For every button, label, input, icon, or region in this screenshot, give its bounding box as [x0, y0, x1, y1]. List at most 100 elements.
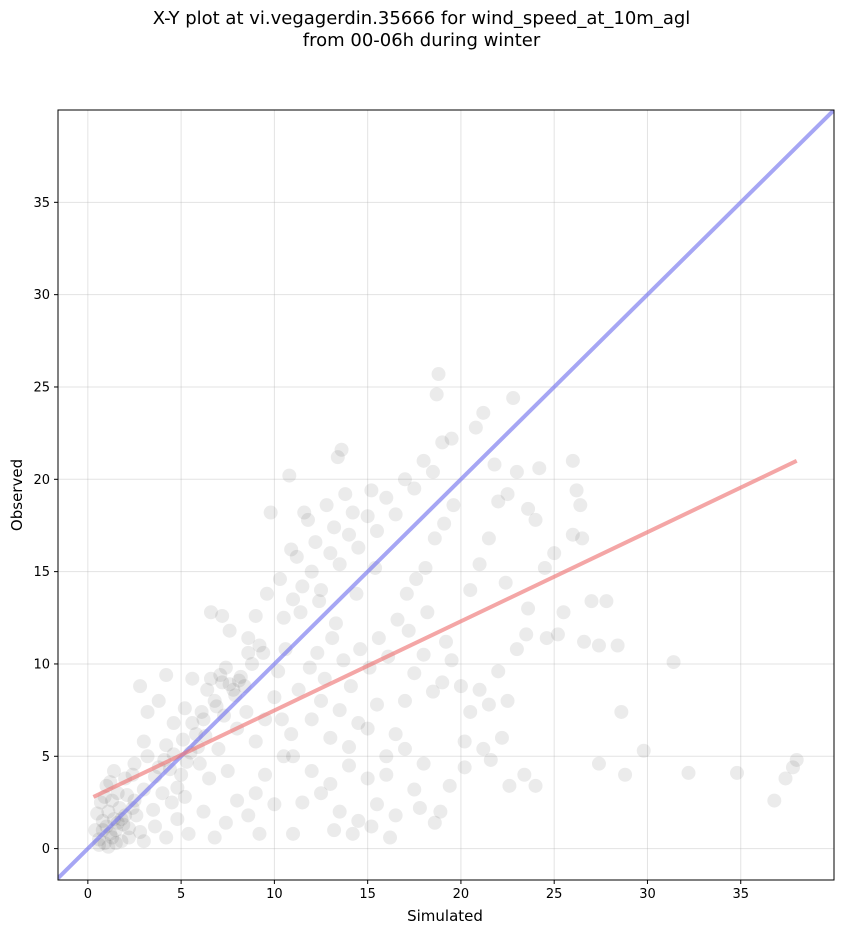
scatter-point: [314, 693, 329, 708]
scatter-point: [610, 638, 625, 653]
scatter-point: [360, 721, 375, 736]
scatter-point: [215, 608, 230, 623]
scatter-point: [388, 808, 403, 823]
scatter-point: [789, 752, 804, 767]
scatter-point: [200, 682, 215, 697]
scatter-point: [177, 701, 192, 716]
x-tick-label: 10: [266, 887, 283, 902]
scatter-point: [304, 564, 319, 579]
scatter-point: [248, 786, 263, 801]
chart-title: X-Y plot at vi.vegagerdin.35666 for wind…: [0, 8, 843, 52]
y-tick-label: 30: [33, 288, 50, 303]
scatter-point: [425, 684, 440, 699]
scatter-point: [241, 631, 256, 646]
scatter-point: [332, 804, 347, 819]
scatter-point: [110, 815, 125, 830]
scatter-point: [506, 391, 521, 406]
scatter-point: [569, 483, 584, 498]
scatter-point: [487, 457, 502, 472]
scatter-point: [457, 734, 472, 749]
scatter-point: [730, 765, 744, 780]
scatter-point: [327, 823, 342, 838]
scatter-point: [136, 834, 151, 849]
scatter-point: [439, 634, 453, 649]
scatter-point: [351, 813, 366, 828]
scatter-point: [573, 498, 588, 513]
scatter-point: [519, 627, 534, 642]
scatter-point: [159, 668, 174, 683]
scatter-point: [170, 812, 185, 827]
scatter-point: [133, 824, 148, 839]
scatter-point: [185, 716, 200, 731]
scatter-point: [175, 732, 190, 747]
scatter-point: [278, 642, 293, 657]
scatter-point: [349, 586, 364, 601]
scatter-point: [351, 540, 366, 555]
scatter-point: [636, 743, 651, 758]
scatter-point: [314, 583, 329, 598]
scatter-point: [310, 645, 325, 660]
scatter-point: [444, 431, 459, 446]
x-tick-label: 0: [84, 887, 92, 902]
scatter-point: [494, 730, 509, 745]
scatter-point: [286, 826, 301, 841]
scatter-point: [342, 527, 356, 542]
scatter-point: [547, 546, 562, 561]
scatter-point: [166, 716, 181, 731]
scatter-point: [284, 542, 299, 557]
scatter-point: [360, 771, 375, 786]
scatter-point: [412, 800, 427, 815]
scatter-point: [483, 752, 498, 767]
scatter-point: [584, 594, 599, 609]
scatter-point: [319, 498, 334, 513]
scatter-point: [203, 605, 218, 620]
scatter-point: [409, 572, 424, 587]
scatter-point: [468, 420, 483, 435]
scatter-point: [248, 734, 263, 749]
scatter-point: [97, 836, 112, 851]
scatter-point: [203, 671, 218, 686]
scatter-point: [267, 690, 282, 705]
scatter-point: [196, 712, 211, 727]
x-axis-label: Simulated: [407, 907, 483, 925]
grid: [58, 110, 834, 880]
y-axis-label: Observed: [8, 459, 26, 531]
scatter-point: [192, 756, 207, 771]
chart-title-line-1: X-Y plot at vi.vegagerdin.35666 for wind…: [152, 8, 691, 29]
scatter-point: [437, 516, 452, 531]
scatter-point: [304, 764, 319, 779]
scatter-point: [343, 679, 358, 694]
scatter-point: [95, 813, 110, 828]
y-tick-label: 20: [33, 473, 50, 488]
scatter-point: [351, 716, 366, 731]
scatter-point: [272, 572, 287, 587]
scatter-point: [397, 741, 412, 756]
scatter-point: [304, 712, 319, 727]
scatter-point: [345, 826, 360, 841]
scatter-point: [472, 682, 487, 697]
scatter-point: [390, 612, 405, 627]
scatter-point: [397, 472, 412, 487]
scatter-point: [323, 776, 338, 791]
scatter-point: [550, 627, 565, 642]
scatter-point: [286, 592, 301, 607]
scatter-point: [101, 804, 116, 819]
scatter-point: [215, 675, 230, 690]
scatter-point: [267, 797, 282, 812]
scatter-point: [245, 656, 259, 671]
scatter-point: [433, 804, 448, 819]
scatter-point: [121, 821, 136, 836]
scatter-point: [591, 756, 606, 771]
y-tick-label: 15: [33, 565, 50, 580]
scatter-point: [207, 830, 222, 845]
scatter-point: [241, 645, 256, 660]
scatter-point: [159, 738, 174, 753]
scatter-point: [416, 647, 431, 662]
scatter-point: [498, 575, 513, 590]
scatter-point: [88, 823, 103, 838]
scatter-points: [88, 367, 804, 854]
scatter-point: [140, 704, 155, 719]
scatter-point: [427, 815, 442, 830]
scatter-point: [108, 836, 123, 851]
scatter-point: [226, 682, 241, 697]
